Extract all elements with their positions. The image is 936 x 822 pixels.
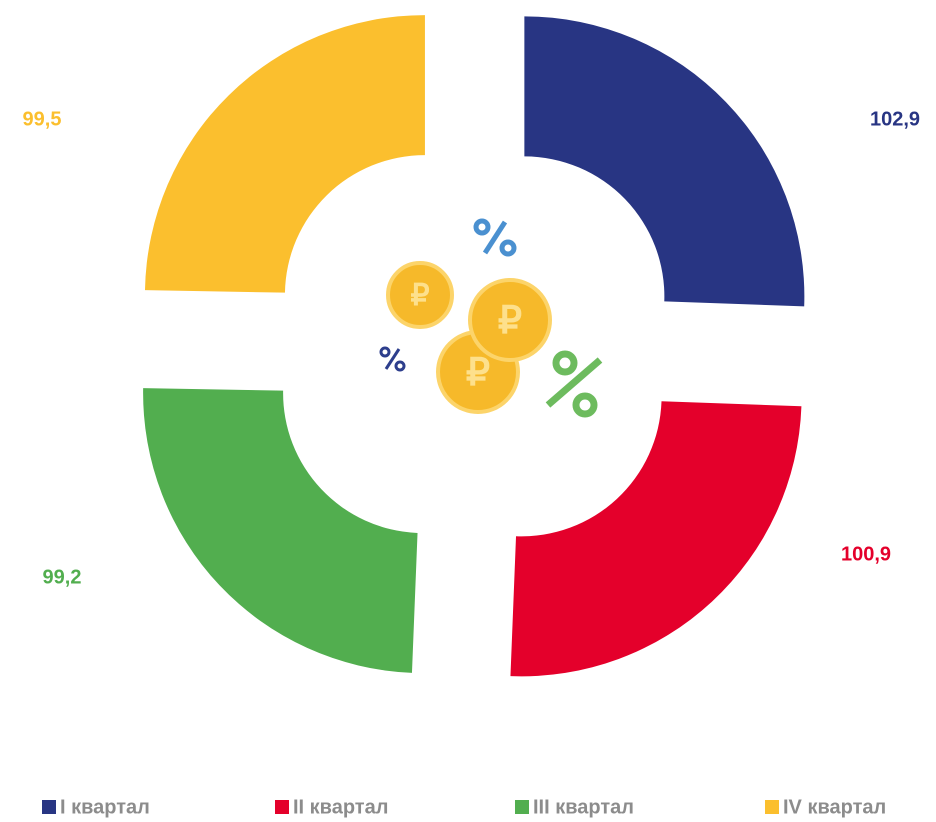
center-illustration: ₽ ₽ ₽ [381, 221, 600, 414]
legend-swatch [515, 800, 529, 814]
legend-swatch [42, 800, 56, 814]
value-label: 99,5 [23, 108, 62, 130]
coin: ₽ [470, 280, 550, 360]
donut-segment [510, 401, 801, 676]
percent-icon [476, 221, 514, 254]
value-label: 102,9 [870, 108, 920, 130]
legend-label: III квартал [533, 796, 634, 818]
donut-segment [524, 16, 804, 306]
legend-label: II квартал [293, 796, 388, 818]
donut-segment [145, 15, 425, 293]
legend-swatch [275, 800, 289, 814]
legend-swatch [765, 800, 779, 814]
legend-label: IV квартал [783, 796, 886, 818]
percent-icon [548, 354, 600, 414]
coin: ₽ [388, 263, 452, 327]
value-label: 100,9 [841, 543, 891, 565]
value-label: 99,2 [43, 566, 82, 588]
svg-text:₽: ₽ [466, 352, 490, 394]
legend-label: I квартал [60, 796, 150, 818]
svg-text:₽: ₽ [410, 279, 429, 312]
donut-segment [143, 388, 417, 673]
percent-icon [381, 348, 404, 370]
chart: ₽ ₽ ₽ 102,9 100,9 99,2 99,5 I квартал II квар… [0, 0, 936, 822]
svg-text:₽: ₽ [498, 300, 522, 342]
